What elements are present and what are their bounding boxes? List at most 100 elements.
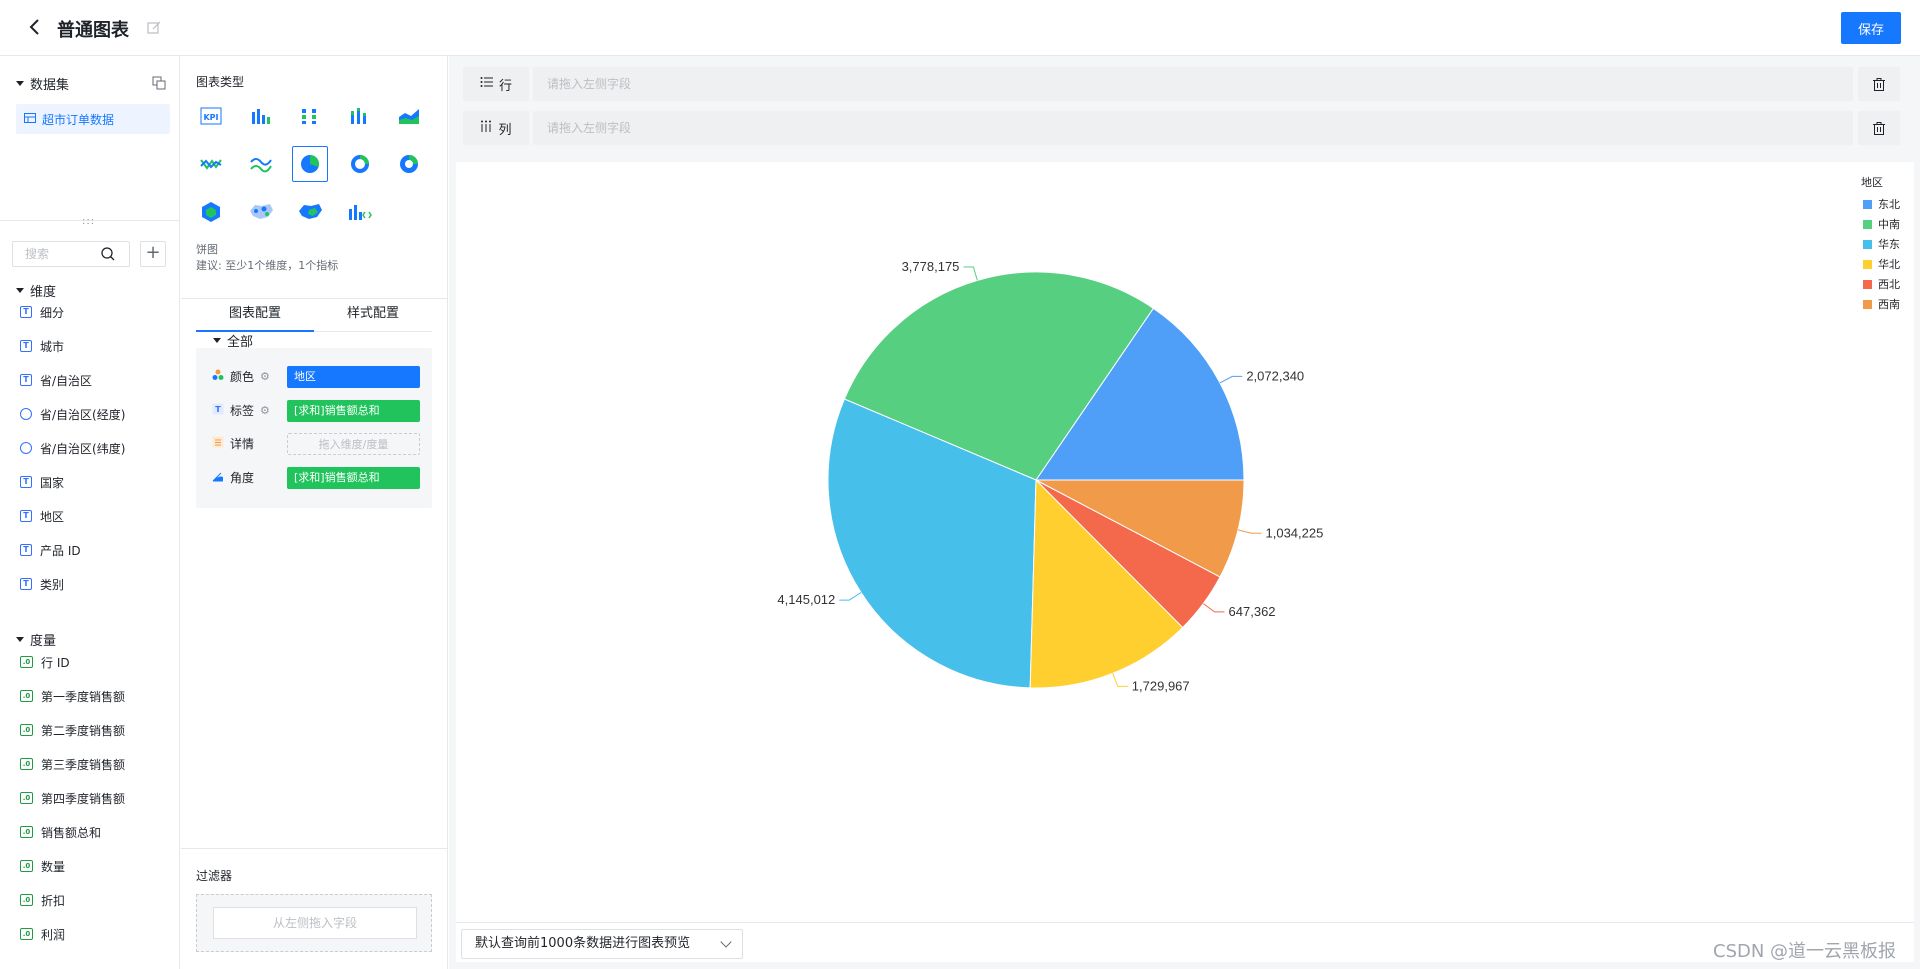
pie-slice[interactable] <box>1035 479 1245 578</box>
tab-chart-config[interactable]: 图表配置 <box>196 302 314 332</box>
area-chart-icon[interactable] <box>391 98 427 134</box>
bar-chart-icon[interactable] <box>243 98 279 134</box>
row-drop-zone[interactable]: 请拖入左侧字段 <box>533 67 1853 101</box>
dataset-section-header[interactable]: 数据集 <box>16 74 69 93</box>
wave-line-icon[interactable] <box>243 146 279 182</box>
preview-bar: 默认查询前1000条数据进行图表预览 <box>456 922 1914 962</box>
config-field-pill[interactable]: [求和]销售额总和 <box>287 399 420 422</box>
dimension-field[interactable]: T 地区 <box>20 506 64 526</box>
pie-data-label: 4,145,012 <box>777 592 835 607</box>
config-field-pill[interactable]: 地区 <box>287 366 420 388</box>
selected-chart-type-hint: 建议: 至少1个维度，1个指标 <box>196 259 339 272</box>
gear-icon[interactable]: ⚙ <box>260 370 270 383</box>
measure-field[interactable]: .0 第三季度销售额 <box>20 754 125 774</box>
legend-item[interactable]: 华北 <box>1861 254 1900 274</box>
angle-icon <box>212 470 224 485</box>
region-map-icon[interactable] <box>292 194 328 230</box>
donut-chart-icon[interactable] <box>342 146 378 182</box>
config-field-pill[interactable]: [求和]销售额总和 <box>287 466 420 489</box>
measure-field[interactable]: .0 利润 <box>20 924 65 944</box>
dimension-field[interactable]: T 国家 <box>20 472 64 492</box>
config-row-name: 颜色 ⚙ <box>212 368 270 385</box>
dimension-field[interactable]: 省/自治区(纬度) <box>20 438 125 458</box>
measure-field[interactable]: .0 第二季度销售额 <box>20 720 125 740</box>
text-field-icon: T <box>20 340 32 352</box>
legend-item[interactable]: 中南 <box>1861 214 1900 234</box>
back-arrow-icon[interactable] <box>22 14 50 42</box>
edit-icon[interactable] <box>146 20 162 36</box>
hexagon-icon[interactable] <box>193 194 229 230</box>
legend-item[interactable]: 西南 <box>1861 294 1900 314</box>
watermark: CSDN @道一云黑板报 <box>1713 941 1897 962</box>
dimension-field[interactable]: T 产品 ID <box>20 540 81 560</box>
custom-chart-icon[interactable] <box>342 194 378 230</box>
measure-field[interactable]: .0 行 ID <box>20 652 70 672</box>
caret-down-icon <box>16 288 24 293</box>
drag-grip-icon[interactable]: ::: <box>82 216 96 227</box>
trash-icon[interactable] <box>1858 111 1900 145</box>
pie-slice[interactable] <box>1035 307 1245 481</box>
dimension-field[interactable]: T 细分 <box>20 302 64 322</box>
column-drop-zone[interactable]: 请拖入左侧字段 <box>533 111 1853 145</box>
pie-slice[interactable] <box>843 271 1155 481</box>
dimension-field[interactable]: T 城市 <box>20 336 64 356</box>
config-panel: 图表类型 KPI 饼图 建议: 至少1个维度，1个指标 图表配置 样式配置 全部… <box>181 56 448 969</box>
chart-workspace: 行 请拖入左侧字段 列 请拖入左侧字段 2,072,340 3,778,175 4,… <box>449 56 1920 969</box>
gear-icon[interactable]: ⚙ <box>260 403 270 417</box>
search-icon[interactable] <box>100 246 116 262</box>
measure-field[interactable]: .0 销售额总和 <box>20 822 101 842</box>
filter-drop-zone[interactable]: 从左侧拖入字段 <box>213 907 417 939</box>
field-label: 销售额总和 <box>41 825 102 840</box>
config-row-name: T 标签 ⚙ <box>212 402 270 419</box>
legend-label: 西北 <box>1878 278 1900 291</box>
dimension-field[interactable]: T 省/自治区 <box>20 370 92 390</box>
multi-line-icon[interactable] <box>193 146 229 182</box>
page-title: 普通图表 <box>57 20 129 41</box>
stacked-bar-icon[interactable] <box>342 98 378 134</box>
ring-chart-icon[interactable] <box>391 146 427 182</box>
field-search-input[interactable] <box>12 241 130 267</box>
trash-icon[interactable] <box>1858 67 1900 101</box>
config-row-label: 详情 <box>230 437 255 451</box>
filter-drop-area[interactable]: 从左侧拖入字段 <box>196 894 432 952</box>
pie-label-line <box>1112 673 1128 687</box>
legend-item[interactable]: 华东 <box>1861 234 1900 254</box>
dimension-field[interactable]: T 类别 <box>20 574 64 594</box>
dot-bar-icon[interactable] <box>292 98 328 134</box>
measure-field[interactable]: .0 第四季度销售额 <box>20 788 125 808</box>
field-label: 产品 ID <box>40 543 81 558</box>
divider <box>181 298 448 299</box>
legend-item[interactable]: 西北 <box>1861 274 1900 294</box>
scatter-map-icon[interactable] <box>243 194 279 230</box>
measure-field[interactable]: .0 数量 <box>20 856 65 876</box>
filter-title: 过滤器 <box>196 869 233 883</box>
switch-dataset-icon[interactable] <box>152 76 166 93</box>
column-shelf-label: 列 <box>463 111 529 145</box>
config-row: 详情 拖入维度/度量 <box>196 423 432 463</box>
measure-field[interactable]: .0 第一季度销售额 <box>20 686 125 706</box>
measure-field[interactable]: .0 折扣 <box>20 890 65 910</box>
pie-chart: 2,072,340 3,778,175 4,145,012 1,729,967 647,… <box>777 259 1323 693</box>
panel-splitter[interactable] <box>0 220 180 221</box>
preview-limit-select[interactable]: 默认查询前1000条数据进行图表预览 <box>461 929 743 959</box>
legend-item[interactable]: 东北 <box>1861 194 1900 214</box>
pie-chart-icon[interactable] <box>292 146 328 182</box>
tab-style-config[interactable]: 样式配置 <box>346 306 399 321</box>
add-field-button[interactable]: + <box>140 241 166 267</box>
chevron-down-icon <box>720 936 732 948</box>
config-row-label: 标签 <box>230 403 255 418</box>
config-drop-zone[interactable]: 拖入维度/度量 <box>287 433 420 455</box>
dimension-field[interactable]: 省/自治区(经度) <box>20 404 125 424</box>
dataset-item[interactable]: 超市订单数据 <box>16 104 170 134</box>
pie-slice[interactable] <box>827 398 1037 689</box>
config-group-header[interactable]: 全部 <box>213 331 253 350</box>
svg-text:KPI: KPI <box>203 113 218 122</box>
pie-slice[interactable] <box>1029 478 1184 689</box>
save-button[interactable]: 保存 <box>1841 12 1901 44</box>
legend-label: 西南 <box>1878 298 1900 311</box>
measures-section-header[interactable]: 度量 <box>16 630 56 649</box>
dimensions-section-header[interactable]: 维度 <box>16 281 56 300</box>
legend-label: 中南 <box>1878 218 1900 231</box>
kpi-icon[interactable]: KPI <box>193 98 229 134</box>
legend-label: 华东 <box>1878 238 1900 251</box>
